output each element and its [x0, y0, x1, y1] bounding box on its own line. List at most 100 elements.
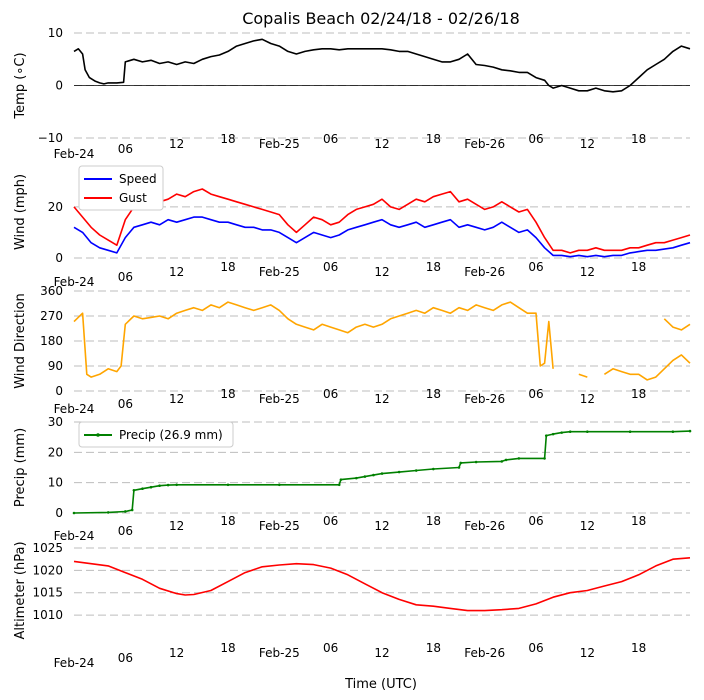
- data-point: [459, 461, 463, 465]
- x-tick-label: Feb-24: [54, 147, 95, 161]
- y-tick-label: 20: [48, 445, 63, 459]
- x-tick-label: Feb-25: [259, 392, 300, 406]
- data-point: [560, 431, 563, 434]
- data-point: [166, 483, 170, 487]
- data-point: [363, 475, 367, 478]
- x-tick-label: Feb-26: [464, 265, 505, 279]
- data-point: [568, 430, 572, 434]
- x-tick-label: 06: [528, 387, 543, 401]
- data-point: [339, 478, 343, 481]
- data-point: [474, 460, 478, 464]
- x-tick-label: 06: [118, 397, 133, 411]
- y-tick-label: 0: [55, 251, 63, 265]
- panels: −10 0 10 Temp (∘C) Feb-24 06 12 18 Feb-25 06 12 18 F…: [13, 26, 692, 670]
- data-point: [130, 508, 134, 512]
- x-tick-label: Feb-24: [54, 529, 95, 543]
- data-point: [141, 487, 144, 491]
- data-point: [72, 511, 76, 515]
- legend-label: Precip (26.9 mm): [119, 428, 223, 442]
- x-tick-label: Feb-25: [259, 137, 300, 151]
- series-line-precip-0: [73, 430, 691, 514]
- x-tick-label: 12: [580, 646, 595, 660]
- y-axis-label: Temp (∘C): [13, 52, 28, 119]
- y-tick-label: 1015: [32, 586, 63, 600]
- x-tick-label: 06: [118, 142, 133, 156]
- data-point: [124, 510, 127, 513]
- y-tick-label: 10: [48, 476, 63, 490]
- data-point: [355, 476, 358, 480]
- x-tick-label: 18: [220, 132, 235, 146]
- y-tick-label: 0: [55, 384, 63, 398]
- x-tick-label: Feb-26: [464, 646, 505, 660]
- x-tick-label: 12: [169, 392, 184, 406]
- x-tick-label: Feb-24: [54, 402, 95, 416]
- x-tick-label: 12: [169, 137, 184, 151]
- panel-precip: 0 10 20 30 Precip (mm) Feb-24 06 12 18 Feb-25 06 12…: [13, 415, 692, 543]
- x-tick-label: 18: [631, 641, 646, 655]
- data-point: [551, 432, 555, 436]
- x-tick-label: 06: [528, 514, 543, 528]
- data-point: [671, 430, 675, 434]
- data-point: [414, 469, 418, 472]
- x-tick-label: Feb-24: [54, 656, 95, 670]
- series-line-wind-0: [73, 216, 691, 258]
- x-tick-label: 06: [118, 524, 133, 538]
- data-point: [380, 472, 384, 475]
- panel-wind: 0 20 Wind (mph) Feb-24 06 12 18 Feb-25 06 12 18 Feb…: [13, 165, 691, 289]
- x-tick-label: 06: [528, 260, 543, 274]
- x-axis-label: Time (UTC): [344, 677, 417, 692]
- y-tick-label: 1025: [32, 541, 63, 555]
- y-tick-label: 360: [40, 284, 63, 298]
- x-tick-label: Feb-26: [464, 392, 505, 406]
- x-tick-label: 18: [631, 514, 646, 528]
- data-point: [158, 484, 161, 488]
- series-line-wind-1: [73, 188, 691, 254]
- data-point: [226, 483, 230, 487]
- x-tick-label: 06: [118, 270, 133, 284]
- series-line-direction-0: [578, 373, 588, 378]
- data-point: [543, 457, 546, 460]
- x-tick-label: 12: [374, 137, 389, 151]
- y-tick-label: 180: [40, 334, 63, 348]
- x-tick-label: Feb-25: [259, 265, 300, 279]
- series-line-direction-0: [663, 318, 691, 331]
- x-tick-label: 12: [169, 519, 184, 533]
- x-tick-label: 18: [220, 387, 235, 401]
- y-axis-label: Precip (mm): [13, 428, 28, 507]
- series-line-direction-0: [603, 354, 691, 381]
- data-point: [504, 458, 508, 462]
- x-tick-label: 12: [374, 646, 389, 660]
- y-axis-label: Altimeter (hPa): [13, 541, 28, 639]
- x-tick-label: 18: [426, 260, 441, 274]
- x-tick-label: 12: [374, 392, 389, 406]
- x-tick-label: 12: [580, 392, 595, 406]
- x-tick-label: 18: [631, 260, 646, 274]
- data-point: [149, 485, 153, 489]
- data-point: [278, 483, 281, 487]
- legend-marker: [96, 433, 100, 437]
- x-tick-label: Feb-25: [259, 519, 300, 533]
- y-tick-label: 0: [55, 79, 63, 93]
- x-tick-label: 06: [118, 651, 133, 665]
- y-tick-label: 1010: [32, 608, 63, 622]
- panel-altimeter: 1010 1015 1020 1025 Altimeter (hPa) Feb-24 06 1…: [13, 541, 691, 670]
- data-point: [688, 429, 692, 433]
- y-tick-label: 1020: [32, 563, 63, 577]
- y-tick-label: 270: [40, 309, 63, 323]
- data-point: [500, 460, 504, 463]
- series-line-altimeter-0: [73, 557, 691, 612]
- x-tick-label: 12: [580, 519, 595, 533]
- data-point: [586, 430, 589, 434]
- y-tick-label: −10: [38, 131, 63, 145]
- y-tick-label: 20: [48, 200, 63, 214]
- data-point: [457, 466, 461, 469]
- x-tick-label: 18: [426, 641, 441, 655]
- x-tick-label: Feb-26: [464, 137, 505, 151]
- x-tick-label: 06: [323, 260, 338, 274]
- y-tick-label: 30: [48, 415, 63, 429]
- data-point: [132, 488, 136, 492]
- data-point: [544, 434, 548, 437]
- data-point: [106, 511, 110, 514]
- x-tick-label: 12: [580, 265, 595, 279]
